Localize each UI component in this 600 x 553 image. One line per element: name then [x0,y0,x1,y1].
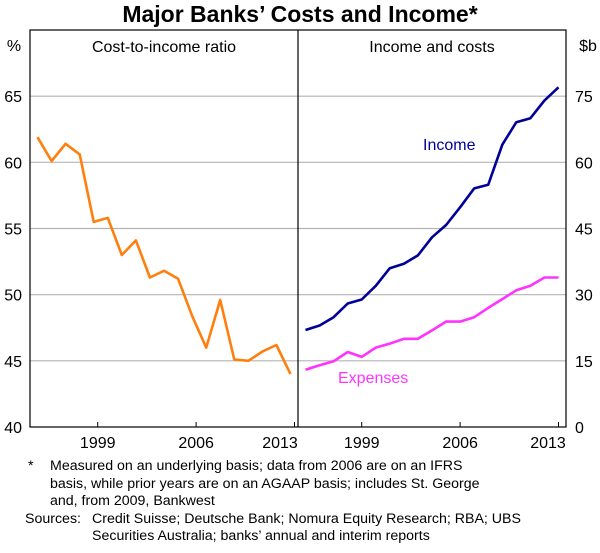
y-axis-label: $b [579,38,597,55]
panel-title: Income and costs [369,39,494,56]
x-tick-label: 1999 [80,435,116,452]
x-tick-label: 2006 [178,435,214,452]
series-label-income: Income [423,137,476,154]
y-tick-label: 45 [575,222,593,239]
y-tick-label: 30 [575,288,593,305]
y-tick-label: 45 [4,354,22,371]
y-tick-label: 55 [4,222,22,239]
x-tick-label: 1999 [344,435,380,452]
chart-title: Major Banks’ Costs and Income* [122,1,477,27]
y-tick-label: 60 [4,155,22,172]
y-tick-label: 75 [575,89,593,106]
y-tick-label: 60 [575,155,593,172]
series-line-cost-to-income-ratio [36,136,292,375]
sources-text: Credit Suisse; Deutsche Bank; Nomura Equ… [92,510,521,545]
y-axis-label: % [7,38,21,55]
footnote-marker: * [28,458,34,474]
sources-label: Sources: [25,510,81,527]
panel-title: Cost-to-income ratio [92,39,236,56]
chart-notes: * Measured on an underlying basis; data … [0,458,600,546]
y-tick-label: 0 [575,420,584,437]
y-tick-label: 40 [4,420,22,437]
series-label-expenses: Expenses [338,370,408,387]
y-tick-label: 15 [575,354,593,371]
y-tick-label: 65 [4,89,22,106]
footnote-text: Measured on an underlying basis; data fr… [50,458,480,509]
x-tick-label: 2006 [442,435,478,452]
x-tick-label: 2013 [262,435,298,452]
x-tick-label: 2013 [530,435,566,452]
series-line-income [305,86,560,332]
series-line-expenses [305,276,559,371]
y-tick-label: 50 [4,288,22,305]
